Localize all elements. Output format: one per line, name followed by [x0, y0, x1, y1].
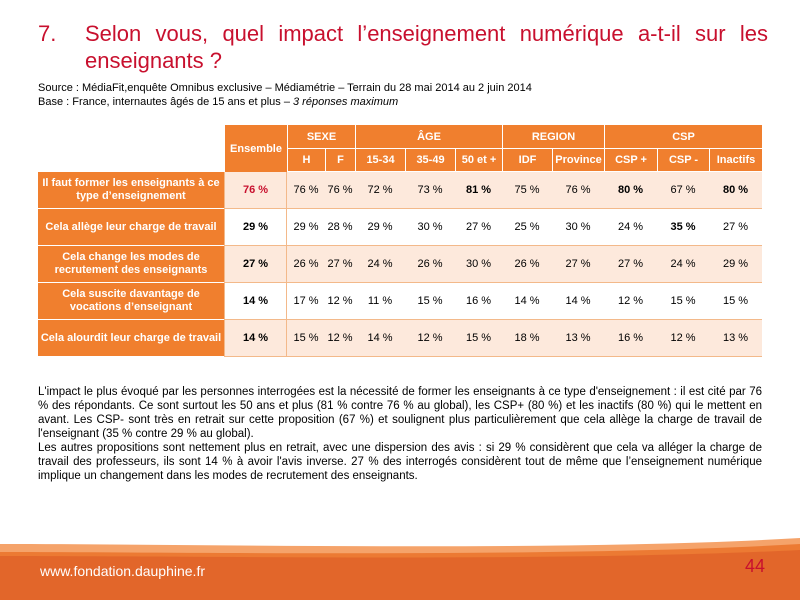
table-cell: 11 % — [355, 283, 406, 320]
cell-ensemble: 14 % — [224, 320, 287, 357]
commentary-paragraph: Les autres propositions sont nettement p… — [38, 442, 762, 482]
slide-title: Selon vous, quel impact l’enseignement n… — [85, 21, 768, 73]
table-cell: 15 % — [405, 283, 456, 320]
table-cell: 15 % — [287, 320, 325, 357]
row-label: Il faut former les enseignants à ce type… — [38, 172, 224, 209]
table-cell: 30 % — [455, 246, 503, 283]
header-sub-35-49: 35-49 — [405, 149, 456, 172]
table-row: Cela suscite davantage de vocations d’en… — [38, 283, 763, 320]
table-cell: 26 % — [405, 246, 456, 283]
header-sub-50-plus: 50 et + — [455, 149, 503, 172]
header-group-age: ÂGE — [355, 125, 503, 149]
table-cell: 15 % — [657, 283, 710, 320]
table-row: Il faut former les enseignants à ce type… — [38, 172, 763, 209]
table-cell: 27 % — [709, 209, 763, 246]
table-cell: 12 % — [325, 283, 356, 320]
table-cell: 67 % — [657, 172, 710, 209]
table-cell: 26 % — [287, 246, 325, 283]
cell-ensemble: 76 % — [224, 172, 287, 209]
table-cell: 29 % — [287, 209, 325, 246]
table-cell: 15 % — [455, 320, 503, 357]
header-sub-idf: IDF — [502, 149, 553, 172]
source-block: Source : MédiaFit,enquête Omnibus exclus… — [38, 81, 532, 109]
table-cell: 18 % — [502, 320, 553, 357]
source-line: Source : MédiaFit,enquête Omnibus exclus… — [38, 82, 532, 94]
header-sub-inactifs: Inactifs — [709, 149, 763, 172]
cell-ensemble: 29 % — [224, 209, 287, 246]
header-row-groups: Ensemble SEXE ÂGE REGION CSP — [38, 125, 763, 172]
table-cell: 13 % — [709, 320, 763, 357]
table-row: Cela alourdit leur charge de travail 14 … — [38, 320, 763, 357]
table-row: Cela allège leur charge de travail 29 % … — [38, 209, 763, 246]
cell-ensemble: 14 % — [224, 283, 287, 320]
table-cell: 76 % — [287, 172, 325, 209]
table-cell: 29 % — [355, 209, 406, 246]
row-label: Cela change les modes de recrutement des… — [38, 246, 224, 283]
table-cell: 14 % — [502, 283, 553, 320]
table-cell: 15 % — [709, 283, 763, 320]
table-cell: 81 % — [455, 172, 503, 209]
table-cell: 27 % — [325, 246, 356, 283]
header-sub-h: H — [287, 149, 325, 172]
header-sub-province: Province — [552, 149, 605, 172]
table-cell: 80 % — [709, 172, 763, 209]
row-label: Cela allège leur charge de travail — [38, 209, 224, 246]
table-cell: 73 % — [405, 172, 456, 209]
header-blank — [38, 125, 224, 172]
table-cell: 27 % — [455, 209, 503, 246]
table-cell: 27 % — [552, 246, 605, 283]
results-table: Ensemble SEXE ÂGE REGION CSP H F 15-34 3… — [38, 125, 763, 357]
table-cell: 25 % — [502, 209, 553, 246]
base-line: Base : France, internautes âgés de 15 an… — [38, 95, 532, 109]
base-note: 3 réponses maximum — [293, 96, 399, 108]
commentary: L'impact le plus évoqué par les personne… — [38, 385, 762, 483]
table-cell: 75 % — [502, 172, 553, 209]
header-sub-csp-plus: CSP + — [604, 149, 658, 172]
page-number: 44 — [744, 556, 765, 576]
table-cell: 27 % — [604, 246, 658, 283]
header-sub-15-34: 15-34 — [355, 149, 406, 172]
footer-swoosh — [0, 538, 800, 600]
table-cell: 12 % — [604, 283, 658, 320]
header-group-csp: CSP — [604, 125, 763, 149]
table-cell: 72 % — [355, 172, 406, 209]
table-cell: 30 % — [552, 209, 605, 246]
header-sub-csp-minus: CSP - — [657, 149, 710, 172]
footer-url[interactable]: www.fondation.dauphine.fr — [40, 563, 205, 579]
header-group-region: REGION — [502, 125, 605, 149]
footer-band — [0, 538, 800, 600]
commentary-paragraph: L'impact le plus évoqué par les personne… — [38, 386, 762, 440]
row-label: Cela alourdit leur charge de travail — [38, 320, 224, 357]
row-label: Cela suscite davantage de vocations d’en… — [38, 283, 224, 320]
header-group-sexe: SEXE — [287, 125, 356, 149]
table-cell: 26 % — [502, 246, 553, 283]
table-cell: 13 % — [552, 320, 605, 357]
table-cell: 76 % — [552, 172, 605, 209]
table-cell: 24 % — [604, 209, 658, 246]
question-number: 7. — [38, 21, 57, 46]
table-cell: 76 % — [325, 172, 356, 209]
table-cell: 28 % — [325, 209, 356, 246]
table-cell: 16 % — [455, 283, 503, 320]
base-text: Base : France, internautes âgés de 15 an… — [38, 96, 293, 108]
cell-ensemble: 27 % — [224, 246, 287, 283]
table-cell: 24 % — [657, 246, 710, 283]
table-cell: 30 % — [405, 209, 456, 246]
table-cell: 24 % — [355, 246, 406, 283]
header-sub-f: F — [325, 149, 356, 172]
table-cell: 29 % — [709, 246, 763, 283]
table-cell: 14 % — [552, 283, 605, 320]
table-cell: 12 % — [325, 320, 356, 357]
table-cell: 17 % — [287, 283, 325, 320]
table-cell: 35 % — [657, 209, 710, 246]
header-row-subgroups: H F 15-34 35-49 50 et + IDF Province CSP… — [38, 149, 763, 172]
table-cell: 80 % — [604, 172, 658, 209]
table-cell: 16 % — [604, 320, 658, 357]
table-cell: 14 % — [355, 320, 406, 357]
table-cell: 12 % — [405, 320, 456, 357]
table-row: Cela change les modes de recrutement des… — [38, 246, 763, 283]
header-ensemble: Ensemble — [224, 125, 287, 172]
table-cell: 12 % — [657, 320, 710, 357]
